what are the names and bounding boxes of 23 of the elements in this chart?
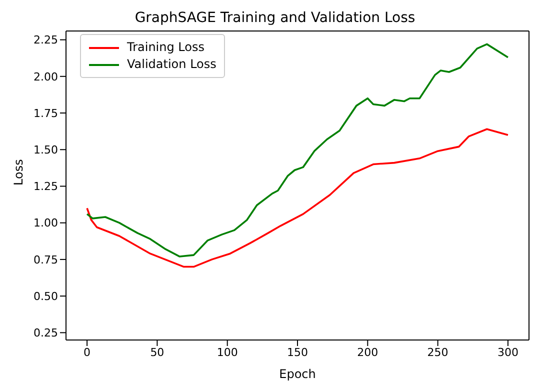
line-series [86, 43, 509, 258]
y-tick-label: 0.75 [34, 253, 58, 266]
y-tick-label: 2.25 [34, 34, 58, 47]
legend-label: Validation Loss [127, 56, 216, 73]
x-tick-label: 300 [497, 346, 518, 359]
x-tick-label: 0 [84, 346, 91, 359]
y-tick-label: 1.75 [34, 106, 58, 120]
y-axis-title: Loss [11, 159, 26, 186]
y-tick-label: 1.00 [34, 216, 58, 230]
y-tick-label: 2.00 [34, 70, 58, 84]
chart-title: GraphSAGE Training and Validation Loss [134, 9, 416, 28]
y-tick-label: 1.50 [34, 144, 58, 157]
x-tick-label: 150 [287, 346, 308, 359]
x-tick-label: 100 [216, 346, 238, 359]
x-tick-label: 50 [150, 346, 164, 359]
y-tick-label: 0.25 [34, 326, 58, 340]
x-axis-title: Epoch [279, 367, 316, 381]
y-tick-label: 1.25 [34, 180, 58, 194]
x-tick-label: 250 [427, 346, 448, 359]
y-tick-label: 0.50 [34, 290, 58, 303]
x-tick-label: 200 [357, 346, 378, 359]
legend-label: Training Loss [127, 39, 204, 56]
line-series [86, 128, 509, 268]
